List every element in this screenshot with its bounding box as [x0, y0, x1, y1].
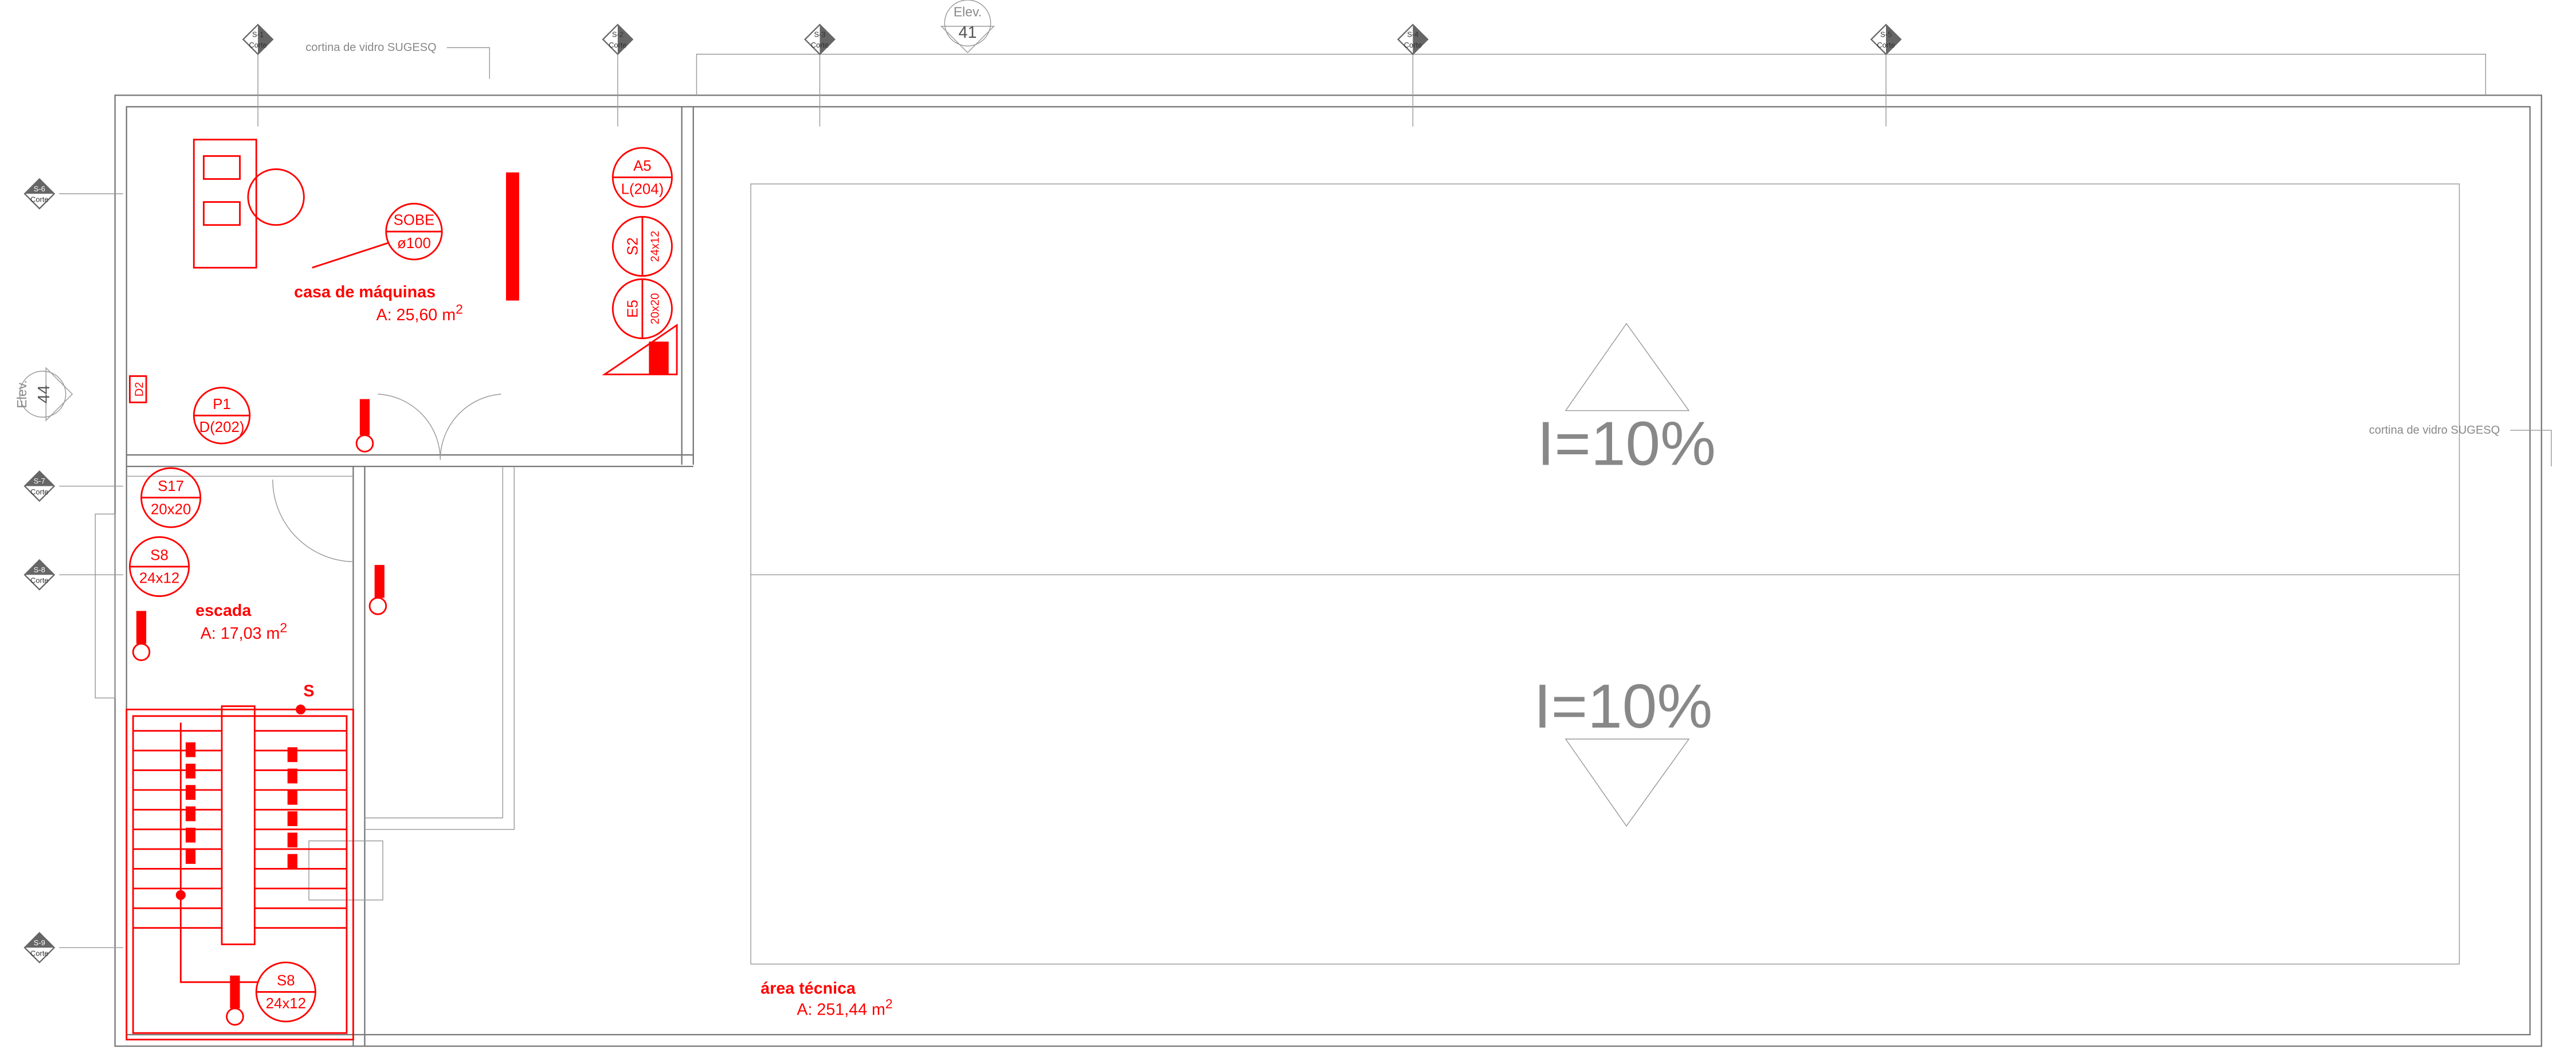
tag-top: A5	[633, 158, 652, 174]
slope-label: I=10%	[1534, 671, 1712, 741]
page: {"sections_top":[{"id":"S-1","label":"Co…	[0, 0, 2576, 1057]
arrow-dash	[288, 854, 297, 869]
tag-bottom: 20x20	[151, 501, 191, 517]
section-marker-fill	[820, 25, 834, 54]
arrow-dash	[186, 807, 195, 822]
section-id: S-6	[34, 184, 45, 193]
section-marker-fill	[258, 25, 273, 54]
stair-dot	[296, 705, 305, 714]
room-area: A: 25,60 m2	[376, 302, 462, 324]
room-area-sup: 2	[885, 996, 893, 1011]
tag-top: S2	[625, 237, 641, 256]
floor-plan: S S-1 Corte S-2 Corte S-3 Corte S-4 Corte S-5 Cort…	[0, 0, 2576, 1057]
section-label: Corte	[1404, 41, 1422, 49]
room-area-value: A: 25,60 m	[376, 306, 456, 324]
slope-label: I=10%	[1537, 408, 1716, 478]
section-label: Corte	[30, 488, 49, 496]
section-marker-fill	[1886, 25, 1901, 54]
tag-top: S8	[150, 548, 168, 564]
equipment	[133, 140, 677, 1025]
tag-top: P1	[213, 396, 231, 412]
room-area-sup: 2	[280, 620, 287, 635]
section-id: S-7	[34, 477, 45, 485]
arrow-dash	[186, 785, 195, 800]
room-name: escada	[195, 602, 252, 620]
section-id: S-2	[612, 30, 624, 39]
arrow-dash	[186, 764, 195, 779]
tag-bottom: 20x20	[649, 293, 662, 325]
tag-bottom: ø100	[397, 235, 431, 252]
elevation-number: 41	[959, 23, 977, 42]
tag-bottom: 24x12	[649, 231, 662, 262]
note-leader	[2510, 430, 2551, 466]
tag-bottom: 24x12	[266, 996, 306, 1012]
section-label: Corte	[30, 195, 49, 204]
note-leader	[447, 48, 490, 78]
section-id: S-9	[34, 938, 45, 947]
elevation-number: 44	[35, 385, 53, 403]
arrow-dash	[186, 828, 195, 843]
section-label: Corte	[249, 41, 267, 49]
elevation-label: Elev.	[954, 5, 982, 19]
stair-marker: S	[303, 682, 314, 700]
room-area-value: A: 17,03 m	[201, 624, 280, 643]
tag-bottom: L(204)	[621, 181, 664, 197]
tag-bottom: D(202)	[199, 419, 245, 435]
note: cortina de vidro SUGESQ	[305, 41, 436, 54]
section-id: S-5	[1880, 30, 1892, 39]
tag-top: S8	[277, 973, 295, 989]
tag-top: E5	[625, 300, 641, 318]
door-tag-label: D2	[133, 382, 146, 397]
room-name: área técnica	[760, 979, 856, 997]
arrow-dash	[288, 747, 297, 762]
room-area: A: 251,44 m2	[797, 996, 892, 1019]
section-id: S-3	[814, 30, 825, 39]
elevation-label: Elev.	[14, 380, 29, 408]
note: cortina de vidro SUGESQ	[2369, 424, 2500, 437]
section-id: S-4	[1407, 30, 1418, 39]
section-label: Corte	[1877, 41, 1895, 49]
walls	[95, 54, 2541, 1046]
arrow-dash	[186, 742, 195, 757]
tag-top: S17	[158, 478, 184, 494]
arrow-dash	[186, 849, 195, 864]
arrow-dash	[288, 811, 297, 826]
section-marker-fill	[618, 25, 633, 54]
tag-bottom: 24x12	[139, 571, 179, 587]
room-area-sup: 2	[456, 302, 463, 317]
section-label: Corte	[30, 576, 49, 585]
section-id: S-1	[252, 30, 264, 39]
arrow-dash	[288, 832, 297, 847]
room-area-value: A: 251,44 m	[797, 1001, 885, 1019]
section-label: Corte	[30, 949, 49, 957]
arrow-dash	[288, 790, 297, 805]
section-id: S-8	[34, 565, 45, 574]
tag-top: SOBE	[394, 213, 435, 229]
section-marker-fill	[1413, 25, 1428, 54]
labels: S S-1 Corte S-2 Corte S-3 Corte S-4 Corte S-5 Cort…	[14, 0, 2551, 1021]
room-name: casa de máquinas	[294, 283, 436, 301]
section-label: Corte	[609, 41, 627, 49]
room-area: A: 17,03 m2	[201, 620, 287, 643]
section-label: Corte	[811, 41, 829, 49]
arrow-dash	[288, 769, 297, 784]
